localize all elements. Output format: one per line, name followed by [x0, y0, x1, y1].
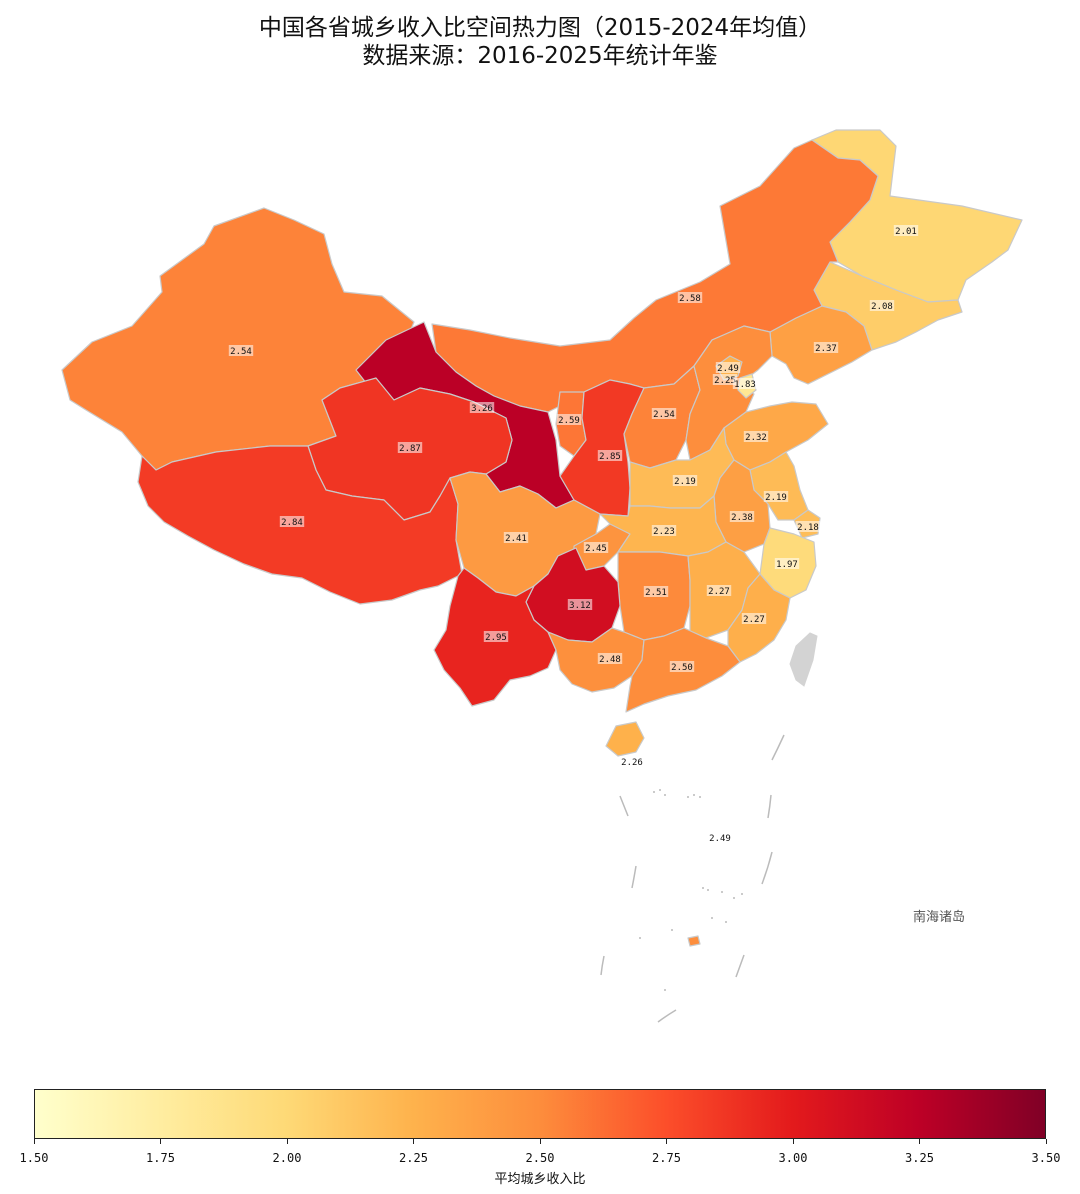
- value-label-bg-tibet: [279, 516, 305, 527]
- value-label-bg-anhui: [729, 511, 755, 522]
- value-label-bg-tianjin: [732, 378, 758, 389]
- colorbar-tickmark: [286, 1139, 288, 1144]
- value-label-bg-liaoning: [813, 342, 839, 353]
- province-hebei: [685, 325, 773, 461]
- colorbar-tickmark: [919, 1139, 920, 1144]
- value-label-inner-mongolia: 2.58: [679, 294, 701, 304]
- colorbar-tickmark: [666, 1139, 667, 1144]
- colorbar-label: 平均城乡收入比: [494, 1172, 586, 1187]
- value-label-bg-fujian: [741, 613, 767, 624]
- value-label-shandong: 2.32: [745, 433, 767, 443]
- value-label-qinghai: 2.87: [399, 444, 421, 454]
- value-label-shanxi: 2.54: [653, 410, 675, 420]
- value-label-jiangsu: 2.19: [765, 493, 787, 503]
- value-label-jilin: 2.08: [871, 302, 893, 312]
- value-label-bg-henan: [672, 475, 698, 486]
- colorbar-tickmark: [1045, 1139, 1047, 1144]
- value-label-bg-inner-mongolia: [677, 292, 703, 303]
- colorbar-tick-label: 3.00: [778, 1151, 808, 1165]
- value-label-yunnan: 2.95: [485, 633, 507, 643]
- value-label-bg-jiangxi: [706, 585, 732, 596]
- value-label-tianjin: 1.83: [734, 380, 756, 390]
- value-label-bg-heilongjiang: [893, 225, 919, 236]
- colorbar-tick-label: 3.50: [1031, 1151, 1061, 1165]
- value-label-jiangxi: 2.27: [708, 587, 730, 597]
- value-label-hebei: 2.49: [717, 364, 739, 374]
- value-label-henan: 2.19: [674, 477, 696, 487]
- value-label-bg-hubei: [651, 525, 677, 536]
- value-label-fujian: 2.27: [743, 615, 765, 625]
- value-label-chongqing: 2.45: [585, 544, 607, 554]
- value-label-bg-xinjiang: [228, 345, 254, 356]
- colorbar: [34, 1089, 1046, 1139]
- value-label-bg-shanxi: [651, 408, 677, 419]
- value-label-zhejiang: 1.97: [776, 560, 798, 570]
- value-label-gansu: 3.26: [471, 404, 493, 414]
- value-label-bg-jilin: [869, 300, 895, 311]
- value-label-bg-guizhou: [567, 599, 593, 610]
- colorbar-tickmark: [413, 1139, 414, 1144]
- value-label-bg-guangxi: [597, 653, 623, 664]
- value-label-bg-shandong: [743, 431, 769, 442]
- value-label-bg-beijing: [712, 374, 738, 385]
- value-label-heilongjiang: 2.01: [895, 227, 917, 237]
- value-label-shaanxi: 2.85: [599, 452, 621, 462]
- value-label-bg-shaanxi: [597, 450, 623, 461]
- value-label-bg-hainan: [619, 756, 645, 767]
- value-label-sichuan: 2.41: [505, 534, 527, 544]
- colorbar-tick-label: 2.00: [272, 1151, 302, 1165]
- value-label-anhui: 2.38: [731, 513, 753, 523]
- value-label-tibet: 2.84: [281, 518, 303, 528]
- province-hainan: [605, 721, 645, 757]
- colorbar-tick-label: 3.25: [905, 1151, 934, 1165]
- south-china-sea-islands-group: [600, 734, 785, 1023]
- province-shaanxi: [559, 379, 645, 517]
- china-map: 2.01 2.08 2.37 2.58 2.54 3.26 2.87 2.84 2.59 2.85…: [61, 129, 1023, 1023]
- value-label-bg-gansu: [469, 402, 495, 413]
- value-label-ningxia: 2.59: [558, 416, 580, 426]
- value-label-guangxi: 2.48: [599, 655, 621, 665]
- value-label-bg-hebei: [715, 362, 741, 373]
- value-label-guangdong: 2.50: [671, 663, 693, 673]
- value-label-bg-south-china-sea-islands: [707, 832, 733, 843]
- value-label-guizhou: 3.12: [569, 601, 591, 611]
- value-label-bg-qinghai: [397, 442, 423, 453]
- taiwan-region: [789, 632, 818, 687]
- colorbar-tick-label: 1.50: [19, 1151, 49, 1165]
- value-label-shanghai: 2.18: [797, 523, 819, 533]
- map-title: 中国各省城乡收入比空间热力图（2015-2024年均值）: [258, 15, 822, 41]
- value-label-hunan: 2.51: [645, 588, 667, 598]
- value-label-bg-sichuan: [503, 532, 529, 543]
- value-label-xinjiang: 2.54: [230, 347, 252, 357]
- province-south-china-sea-islands: [687, 935, 701, 947]
- colorbar-tick-label: 2.75: [652, 1151, 681, 1165]
- south-china-sea-inset-label: 南海诸岛: [913, 910, 966, 925]
- value-label-hainan: 2.26: [621, 758, 643, 768]
- colorbar-tick-label: 2.25: [399, 1151, 428, 1165]
- map-subtitle: 数据来源：2016-2025年统计年鉴: [362, 43, 718, 69]
- colorbar-tickmark: [539, 1139, 541, 1144]
- value-label-bg-ningxia: [556, 414, 582, 425]
- colorbar-tickmark: [160, 1139, 161, 1144]
- value-label-south-china-sea-islands: 2.49: [709, 834, 731, 844]
- value-label-beijing: 2.25: [714, 376, 736, 386]
- colorbar-tick-label: 2.50: [525, 1151, 555, 1165]
- value-label-hubei: 2.23: [653, 527, 675, 537]
- colorbar-tickmark: [792, 1139, 794, 1144]
- value-label-bg-hunan: [643, 586, 669, 597]
- value-label-bg-guangdong: [669, 661, 695, 672]
- value-label-bg-shanghai: [795, 521, 821, 532]
- value-label-liaoning: 2.37: [815, 344, 837, 354]
- value-label-bg-yunnan: [483, 631, 509, 642]
- value-label-bg-chongqing: [583, 542, 609, 553]
- colorbar-tickmark: [33, 1139, 35, 1144]
- value-label-bg-jiangsu: [763, 491, 789, 502]
- value-label-bg-zhejiang: [774, 558, 800, 569]
- colorbar-tick-label: 1.75: [146, 1151, 175, 1165]
